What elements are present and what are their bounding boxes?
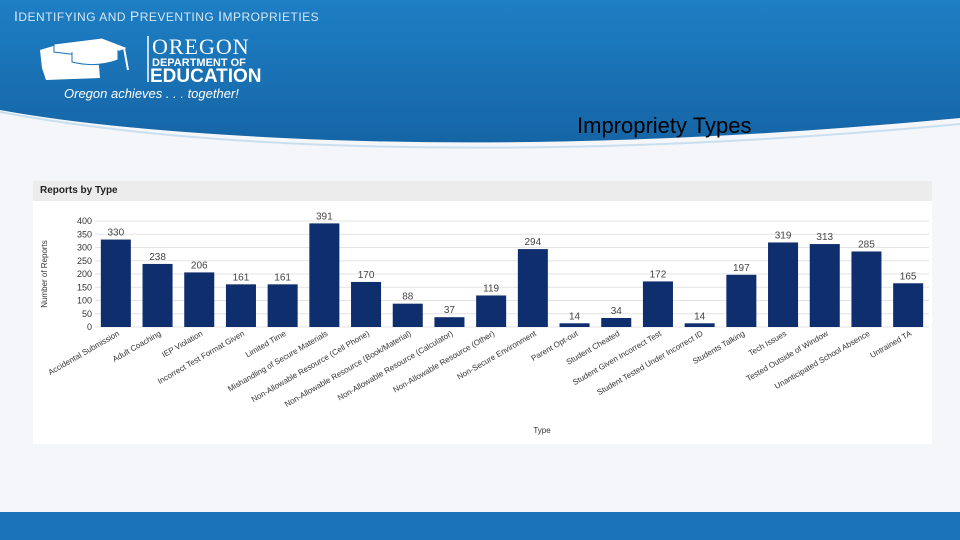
y-axis-label: Number of Reports — [40, 240, 49, 308]
bar — [809, 244, 840, 327]
y-tick-label: 150 — [77, 282, 92, 292]
logo-tagline: Oregon achieves . . . together! — [64, 86, 239, 101]
slide-title-part: P — [129, 8, 140, 24]
bar — [100, 239, 131, 327]
slide-heading: Impropriety Types — [577, 113, 752, 138]
data-label: 161 — [233, 272, 250, 283]
bar — [851, 251, 882, 327]
bar — [893, 283, 924, 327]
data-label: 14 — [694, 311, 706, 322]
y-tick-label: 300 — [77, 243, 92, 253]
header-band — [0, 0, 960, 149]
data-label: 294 — [525, 237, 542, 248]
bar — [392, 303, 423, 327]
logo-oregon-text: OREGON — [152, 34, 250, 59]
slide-title-part: I — [14, 8, 19, 24]
data-label: 330 — [108, 228, 125, 239]
bar — [726, 274, 757, 327]
x-tick-label: Untrained TA — [868, 329, 913, 360]
data-label: 172 — [650, 269, 667, 280]
bar — [517, 249, 548, 327]
data-label: 197 — [733, 263, 750, 274]
bar-chart: 0 50 100 150 200 250 300 350 400 Number of Report… — [40, 211, 929, 435]
y-tick-label: 250 — [77, 256, 92, 266]
data-label: 285 — [858, 239, 875, 250]
bar — [434, 317, 465, 327]
footer-band — [0, 512, 960, 540]
x-tick-label: Non-Secure Environment — [456, 329, 539, 382]
logo-education-text: EDUCATION — [150, 66, 262, 87]
x-axis-label: Type — [533, 426, 551, 435]
chart-title: Reports by Type — [40, 185, 118, 196]
bar — [142, 263, 173, 327]
logo-department-text: DEPARTMENT OF — [152, 57, 246, 69]
bar — [225, 284, 256, 327]
data-label: 170 — [358, 270, 375, 281]
bar — [601, 317, 632, 327]
data-label: 319 — [775, 230, 792, 241]
x-tick-label: Accidental Submission — [47, 329, 121, 377]
bar — [476, 295, 507, 327]
y-tick-label: 400 — [77, 216, 92, 226]
y-tick-label: 350 — [77, 229, 92, 239]
data-label: 37 — [444, 305, 456, 316]
data-label: 34 — [611, 306, 623, 317]
bar — [684, 323, 715, 327]
data-label: 313 — [816, 232, 833, 243]
bar — [267, 284, 298, 327]
y-tick-label: 50 — [82, 309, 92, 319]
slide-title: IDENTIFYING AND PREVENTING IMPROPRIETIES — [14, 8, 319, 24]
bar — [184, 272, 215, 327]
data-label: 391 — [316, 211, 333, 222]
bar — [309, 223, 340, 327]
slide-title-part: I — [218, 8, 223, 24]
bar — [559, 323, 590, 327]
data-label: 165 — [900, 271, 917, 282]
data-label: 14 — [569, 311, 581, 322]
slide-title-part: DENTIFYING AND — [18, 10, 130, 24]
data-label: 88 — [402, 292, 414, 303]
data-label: 119 — [483, 283, 499, 294]
bar — [642, 281, 673, 327]
chart-panel-header: Reports by Type — [33, 181, 932, 201]
oregon-map-graduation-cap-icon — [40, 36, 149, 82]
y-tick-label: 200 — [77, 269, 92, 279]
y-tick-label: 0 — [87, 322, 92, 332]
slide-title-part: MPROPRIETIES — [222, 10, 320, 24]
y-tick-label: 100 — [77, 296, 92, 306]
data-label: 238 — [149, 252, 166, 263]
bar — [351, 281, 382, 327]
data-label: 206 — [191, 260, 208, 271]
slide-title-part: REVENTING — [139, 10, 219, 24]
bar — [768, 242, 799, 327]
data-label: 161 — [274, 272, 291, 283]
